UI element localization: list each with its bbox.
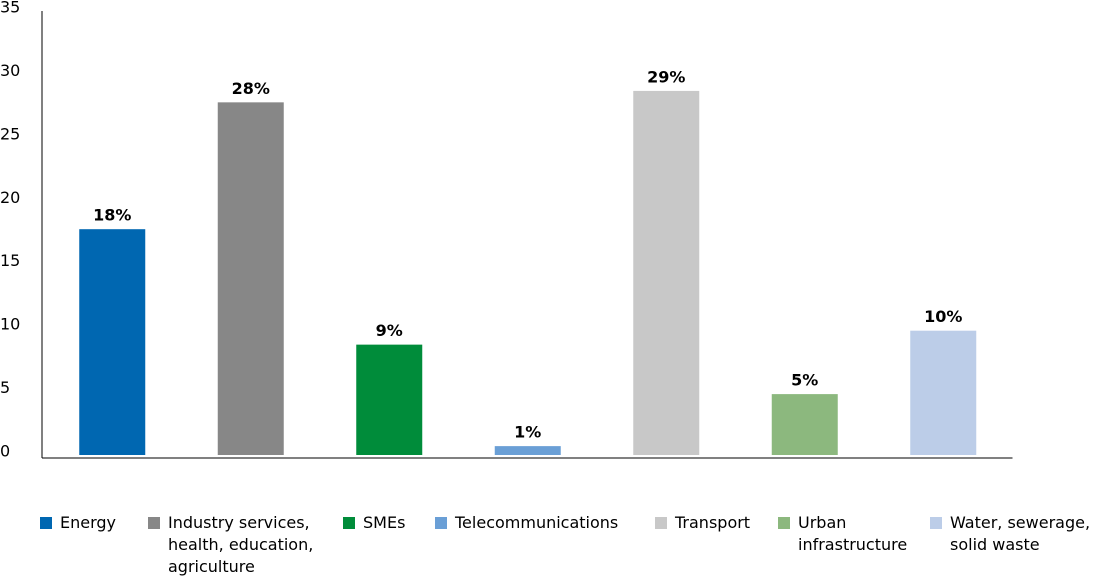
bar: [79, 229, 146, 455]
legend-swatch: [435, 517, 447, 529]
y-tick-label: 20: [0, 188, 20, 207]
legend-label: Telecommunications: [455, 513, 619, 532]
bar: [633, 90, 700, 456]
legend-swatch: [40, 517, 52, 529]
legend-label: Transport: [675, 513, 751, 532]
value-label: 1%: [514, 423, 541, 442]
legend-label: Urban infrastructure: [798, 513, 908, 554]
chart: 0 5 10 15 20 25 30 35 18% 28% 9% 1% 29% 5% 10%: [0, 0, 1013, 461]
y-tick-label: 15: [0, 251, 20, 270]
bar: [494, 446, 561, 455]
legend-label: Energy: [60, 513, 117, 532]
y-tick-label: 35: [0, 0, 20, 17]
y-tick-label: 5: [0, 378, 10, 397]
legend-label: Water, sewerage, solid waste: [950, 513, 1091, 554]
value-label: 10%: [924, 307, 962, 326]
y-tick-label: 30: [0, 61, 20, 80]
legend-swatch: [778, 517, 790, 529]
legend-label: SMEs: [363, 513, 406, 532]
legend-swatch: [655, 517, 667, 529]
value-label: 29%: [647, 67, 685, 86]
legend-swatch: [148, 517, 160, 529]
value-label: 18%: [93, 206, 131, 225]
y-tick-label: 25: [0, 124, 20, 143]
legend-swatch: [343, 517, 355, 529]
y-tick-label: 10: [0, 315, 20, 334]
legend-swatch: [930, 517, 942, 529]
value-label: 5%: [791, 371, 818, 390]
bar: [771, 394, 838, 455]
value-label: 9%: [376, 321, 403, 340]
bar: [910, 330, 977, 455]
y-tick-label: 0: [0, 442, 10, 461]
bar: [217, 102, 284, 455]
legend-label: Industry services, health, education, ag…: [168, 513, 314, 576]
value-label: 28%: [232, 79, 270, 98]
bar: [356, 344, 423, 455]
